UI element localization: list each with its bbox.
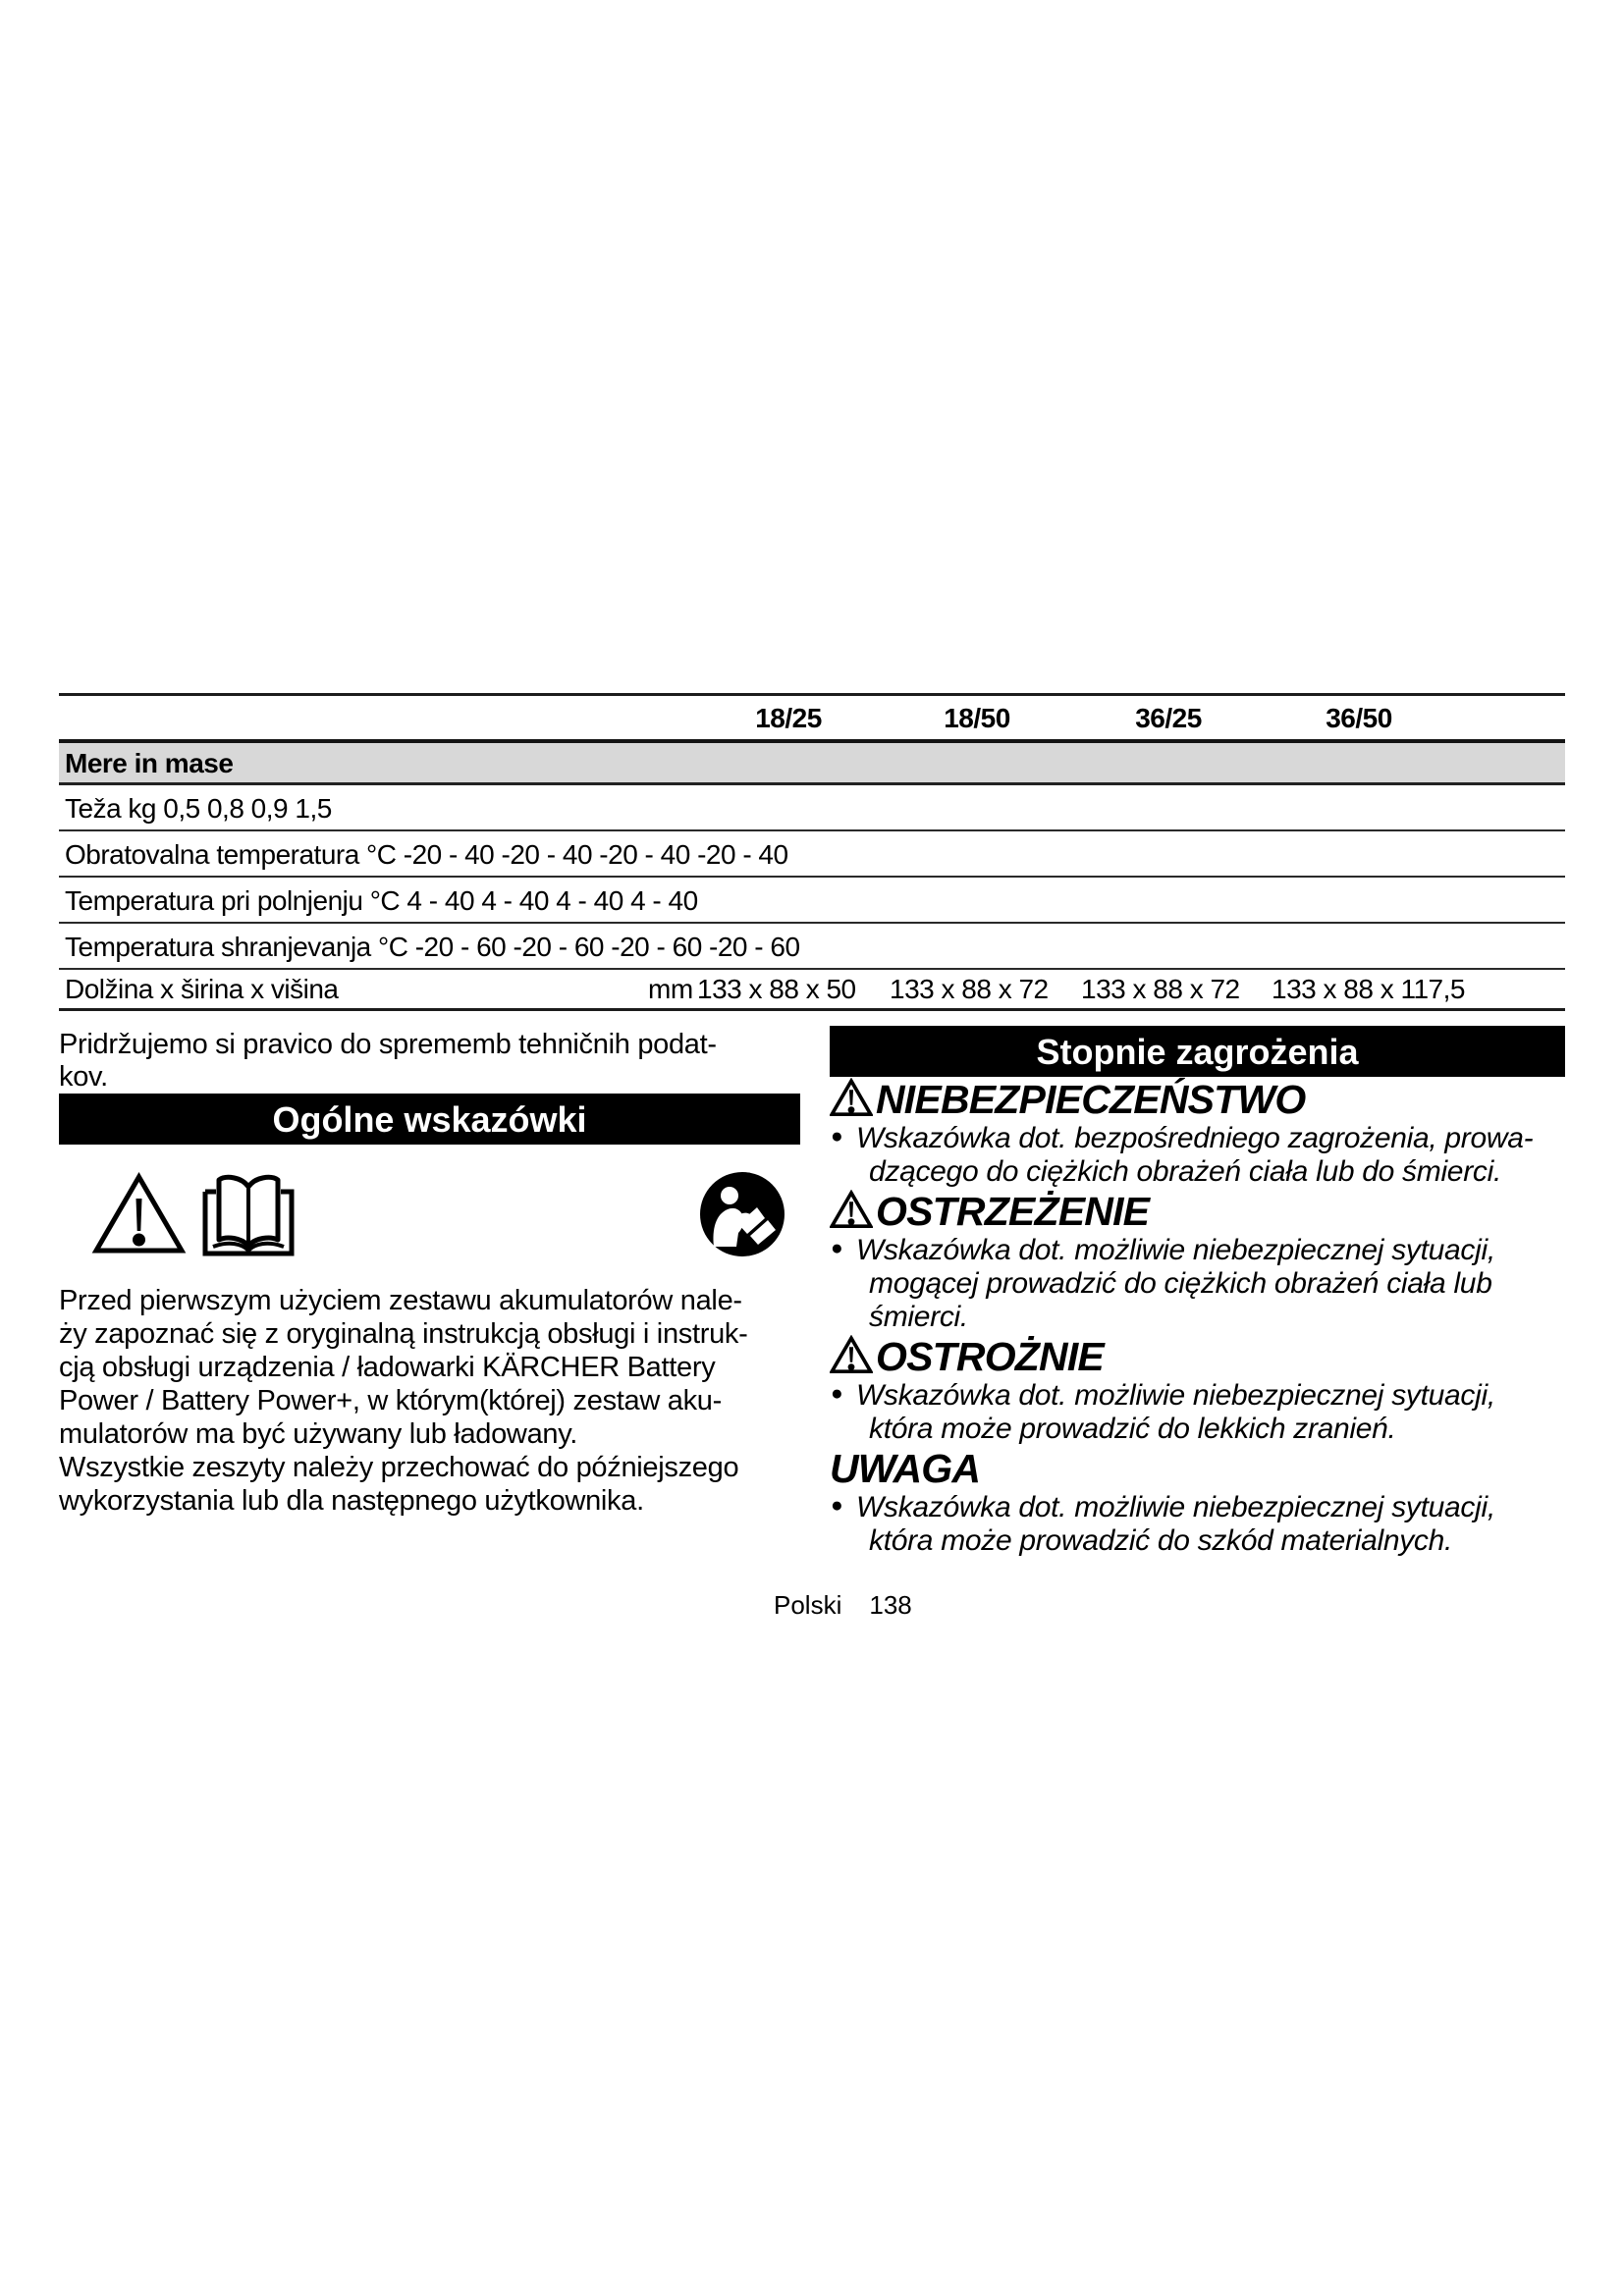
- read-manual-icon: [700, 1172, 785, 1256]
- column-header-36-50: 36/50: [1326, 703, 1392, 733]
- bullet-icon: ●: [831, 1382, 843, 1405]
- body-line: Przed pierwszym użyciem zestawu akumulat…: [59, 1285, 742, 1316]
- technical-changes-note: kov.: [59, 1061, 108, 1093]
- body-line: mulatorów ma być używany lub ładowany.: [59, 1418, 578, 1450]
- table-row-charging-temperature: Temperatura pri polnjenju °C 4 - 40 4 - …: [59, 878, 1565, 924]
- dimensions-unit: mm: [648, 974, 693, 1004]
- spec-table: 18/25 18/50 36/25 36/50 Mere in mase Tež…: [59, 693, 1565, 1011]
- page-footer: Polski 138: [774, 1590, 912, 1621]
- warning-title: OSTRZEŻENIE: [876, 1189, 1150, 1234]
- dimensions-value: 133 x 88 x 117,5: [1272, 974, 1465, 1004]
- caution-title: OSTROŻNIE: [876, 1334, 1105, 1379]
- table-row-dimensions: Dolžina x širina x višina mm 133 x 88 x …: [59, 970, 1565, 1011]
- body-line: ży zapoznać się z oryginalną instrukcją …: [59, 1318, 748, 1350]
- warning-triangle-icon: [830, 1078, 873, 1117]
- body-line: cją obsługi urządzenia / ładowarki KÄRCH…: [59, 1352, 716, 1383]
- table-section-header: Mere in mase: [59, 743, 1565, 785]
- warning-text: mogącej prowadzić do ciężkich obrażeń ci…: [869, 1267, 1492, 1300]
- body-line: wykorzystania lub dla następnego użytkow…: [59, 1485, 644, 1517]
- caution-heading: OSTROŻNIE: [830, 1334, 1565, 1379]
- safety-icons-row: [59, 1170, 800, 1261]
- body-line: Power / Battery Power+, w którym(której)…: [59, 1385, 722, 1416]
- column-header-18-50: 18/50: [944, 703, 1010, 733]
- danger-heading: NIEBEZPIECZEŃSTWO: [830, 1077, 1565, 1122]
- bullet-icon: ●: [831, 1125, 843, 1148]
- hazard-section-caution: OSTROŻNIE ● Wskazówka dot. możliwie niebe…: [830, 1334, 1565, 1446]
- footer-page-number: 138: [869, 1590, 912, 1620]
- warning-triangle-icon: [91, 1172, 187, 1254]
- danger-text: dzącego do ciężkich obrażeń ciała lub do…: [869, 1155, 1501, 1188]
- column-header-36-25: 36/25: [1135, 703, 1202, 733]
- dimensions-value: 133 x 88 x 50: [697, 974, 856, 1004]
- attention-text: ● Wskazówka dot. możliwie niebezpiecznej …: [831, 1491, 1495, 1523]
- general-notes-banner: Ogólne wskazówki: [59, 1094, 800, 1145]
- attention-title: UWAGA: [830, 1446, 981, 1491]
- dimensions-value: 133 x 88 x 72: [890, 974, 1049, 1004]
- warning-heading: OSTRZEŻENIE: [830, 1189, 1565, 1234]
- attention-text: która może prowadzić do szkód materialny…: [869, 1524, 1453, 1557]
- technical-changes-note: Pridržujemo si pravico do sprememb tehni…: [59, 1029, 717, 1060]
- hazard-levels-banner: Stopnie zagrożenia: [830, 1026, 1565, 1077]
- dimensions-label: Dolžina x širina x višina: [65, 974, 339, 1004]
- table-row-weight: Teža kg 0,5 0,8 0,9 1,5: [59, 785, 1565, 831]
- bullet-icon: ●: [831, 1237, 843, 1259]
- hazard-section-warning: OSTRZEŻENIE ● Wskazówka dot. możliwie nie…: [830, 1189, 1565, 1334]
- dimensions-value: 133 x 88 x 72: [1081, 974, 1240, 1004]
- danger-title: NIEBEZPIECZEŃSTWO: [876, 1077, 1306, 1122]
- open-book-icon: [202, 1174, 295, 1256]
- table-header-row: 18/25 18/50 36/25 36/50: [59, 696, 1565, 743]
- warning-text: śmierci.: [869, 1301, 968, 1333]
- hazard-section-attention: UWAGA ● Wskazówka dot. możliwie niebezpie…: [830, 1446, 1565, 1558]
- attention-heading: UWAGA: [830, 1446, 1565, 1491]
- hazard-section-danger: NIEBEZPIECZEŃSTWO ● Wskazówka dot. bezpoś…: [830, 1077, 1565, 1189]
- general-notes-text: Przed pierwszym użyciem zestawu akumulat…: [59, 1284, 800, 1518]
- right-column: Stopnie zagrożenia NIEBEZPIECZEŃSTWO ● Ws…: [830, 1026, 1565, 1558]
- body-line: Wszystkie zeszyty należy przechować do p…: [59, 1452, 739, 1483]
- table-row-storage-temperature: Temperatura shranjevanja °C -20 - 60 -20…: [59, 924, 1565, 970]
- warning-triangle-icon: [830, 1190, 873, 1229]
- warning-triangle-icon: [830, 1335, 873, 1374]
- danger-text: ● Wskazówka dot. bezpośredniego zagrożeni…: [831, 1122, 1534, 1154]
- bullet-icon: ●: [831, 1494, 843, 1517]
- caution-text: która może prowadzić do lekkich zranień.: [869, 1413, 1396, 1445]
- column-header-18-25: 18/25: [755, 703, 822, 733]
- footer-language: Polski: [774, 1590, 842, 1620]
- warning-text: ● Wskazówka dot. możliwie niebezpiecznej …: [831, 1234, 1495, 1266]
- left-column: Pridržujemo si pravico do sprememb tehni…: [59, 1029, 800, 1518]
- table-row-operating-temperature: Obratovalna temperatura °C -20 - 40 -20 …: [59, 831, 1565, 878]
- caution-text: ● Wskazówka dot. możliwie niebezpiecznej …: [831, 1379, 1495, 1412]
